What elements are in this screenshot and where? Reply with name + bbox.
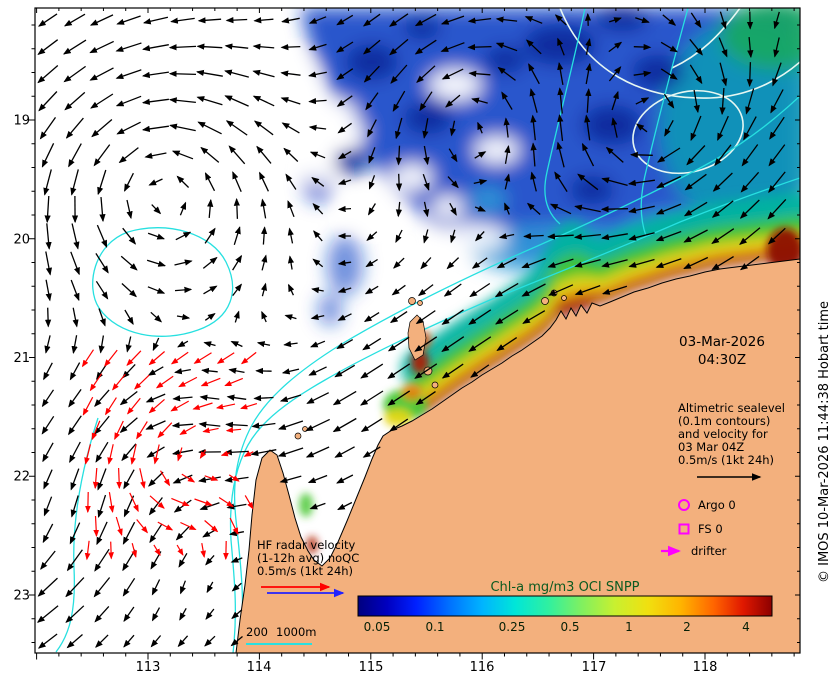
x-tick-label-115: 115 [359, 660, 384, 675]
y-tick-label-23: 23 [13, 589, 30, 604]
altimetric-legend: Altimetric sealevel (0.1m contours) and … [678, 401, 785, 481]
chl-field-patches [299, 228, 800, 554]
colorbar-title: Chl-a mg/m3 OCI SNPP [490, 580, 639, 595]
y-tick-label-21: 21 [13, 351, 30, 366]
colorbar-tick-3: 0.5 [560, 620, 579, 634]
contour-1000m [233, 95, 800, 653]
x-tick-label-118: 118 [693, 660, 718, 675]
y-tick-label-20: 20 [13, 233, 30, 248]
x-tick-label-113: 113 [136, 660, 161, 675]
colorbar-tick-2: 0.25 [499, 620, 526, 634]
contour-branch-b [640, 8, 689, 237]
colorbar-tick-1: 0.1 [425, 620, 444, 634]
contour-branch-a [544, 8, 586, 225]
contour-closed-loop [92, 227, 234, 337]
depth-200-label: 200 [246, 625, 268, 639]
altimetric-line-3: and velocity for [678, 427, 768, 441]
hf-line-3: 0.5m/s (1kt 24h) [257, 564, 353, 578]
hf-radar-velocity-vectors [81, 349, 258, 561]
altimetric-line-1: Altimetric sealevel [678, 401, 785, 415]
colorbar-tick-0: 0.05 [364, 620, 391, 634]
sealevel-contours [559, 8, 800, 175]
altimetric-line-4: 03 Mar 04Z [678, 440, 744, 454]
argo-label: Argo 0 [698, 498, 736, 512]
depth-1000-label: 1000m [276, 625, 316, 639]
colorbar-tick-5: 2 [683, 620, 691, 634]
geostrophic-velocity-vectors [36, 11, 787, 649]
hf-line-1: HF radar velocity [257, 538, 356, 552]
time-label: 04:30Z [698, 352, 746, 368]
axes: 19 20 21 22 23 113 114 115 116 117 118 [13, 7, 801, 675]
hf-radar-legend: HF radar velocity (1-12h avg) noQC 0.5m/… [257, 538, 359, 598]
x-tick-label-117: 117 [582, 660, 607, 675]
altimetric-line-5: 0.5m/s (1kt 24h) [678, 453, 774, 467]
contour-200m [229, 177, 800, 653]
drifter-label: drifter [691, 544, 727, 558]
platform-legend: Argo 0 FS 0 drifter [661, 498, 736, 558]
fs-square-icon [678, 523, 690, 535]
annotations: 03-Mar-2026 04:30Z Altimetric sealevel (… [246, 334, 785, 645]
date-label: 03-Mar-2026 [679, 334, 765, 350]
x-tick-label-114: 114 [247, 660, 272, 675]
mainland-coastline [235, 258, 800, 653]
colorbar: Chl-a mg/m3 OCI SNPP 0.05 0.1 0.25 0.5 1… [357, 580, 773, 634]
colorbar-tick-6: 4 [742, 620, 750, 634]
y-tick-label-22: 22 [13, 470, 30, 485]
argo-circle-icon [678, 499, 690, 511]
plot-frame [34, 7, 801, 654]
fs-label: FS 0 [698, 522, 723, 536]
copyright-sidebar-text: © IMOS 10-Mar-2026 11:44:38 Hobart time [817, 301, 832, 583]
hf-line-2: (1-12h avg) noQC [257, 551, 359, 565]
colorbar-gradient [357, 595, 773, 617]
x-tick-label-116: 116 [470, 660, 495, 675]
colorbar-tick-4: 1 [625, 620, 633, 634]
y-tick-label-19: 19 [13, 114, 30, 129]
depth-legend: 200 1000m [246, 625, 316, 645]
altimetric-line-2: (0.1m contours) [678, 414, 770, 428]
